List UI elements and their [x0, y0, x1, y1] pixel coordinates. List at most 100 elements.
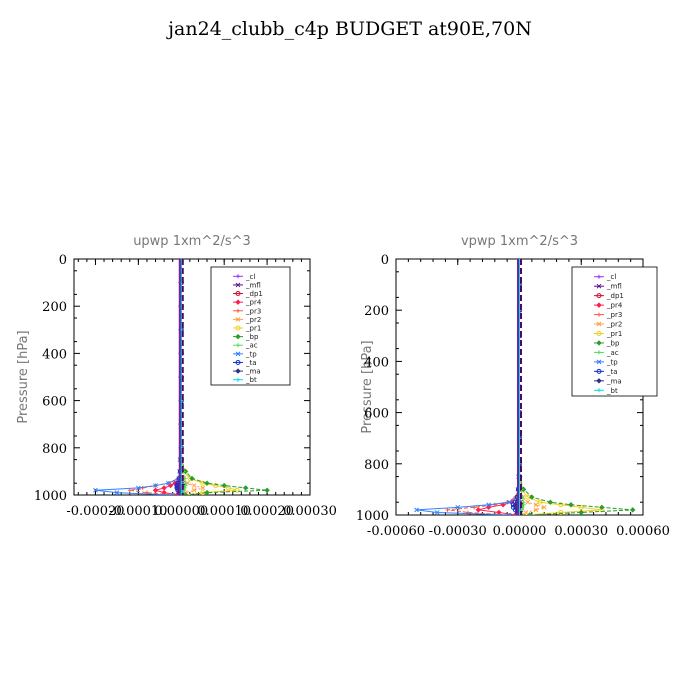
legend-marker [597, 350, 601, 355]
y-tick-label: 0 [59, 253, 67, 268]
chart-panel-2: vpwp 1xm^2/s^3 Pressure [hPa] 0 200 400 600 80… [356, 234, 670, 539]
x-tick-label: -0.00020 [66, 504, 124, 519]
data-point [486, 502, 491, 508]
data-point [264, 487, 270, 493]
legend-label: _dp1 [245, 290, 263, 298]
data-point [185, 480, 191, 486]
series-line-pr2 [519, 259, 546, 515]
data-point [517, 513, 522, 515]
x-tick-label: 0.00000 [493, 524, 547, 539]
data-point [166, 480, 171, 486]
chart-title: vpwp 1xm^2/s^3 [461, 234, 578, 249]
legend: _cl_mfl_dp1_pr4_pr3_pr2_pr1_bp_ac_tp_ta_… [210, 266, 291, 386]
data-point [114, 490, 120, 495]
y-tick-label: 800 [42, 442, 67, 457]
data-point [455, 504, 461, 510]
data-point [521, 502, 526, 507]
data-point [507, 513, 512, 515]
legend-label: _ma [245, 368, 261, 376]
data-point [182, 492, 189, 495]
series-line-pr3 [447, 259, 520, 515]
legend-marker [596, 283, 602, 289]
legend-marker [596, 378, 602, 384]
data-point [170, 492, 176, 495]
legend-box [210, 266, 291, 386]
series-line-pr2 [180, 259, 205, 495]
data-point [434, 510, 440, 515]
x-tick-label: 0.00030 [283, 504, 337, 519]
data-point [599, 504, 605, 511]
legend-label: _mfl [245, 281, 261, 289]
legend-label: _pr2 [245, 316, 261, 324]
legend-marker [235, 299, 241, 305]
legend-marker [236, 377, 240, 382]
legend-label: _ta [245, 359, 257, 367]
y-tick-label: 1000 [356, 509, 389, 524]
x-tick-label: -0.00030 [429, 524, 487, 539]
x-tick-label: -0.00010 [109, 504, 167, 519]
legend-label: _ac [245, 342, 258, 350]
data-point [537, 499, 543, 505]
data-point [153, 483, 158, 488]
data-point [200, 485, 206, 491]
legend-marker [597, 274, 601, 279]
legend-marker [235, 359, 241, 365]
y-tick-label: 400 [42, 347, 67, 362]
y-tick-label: 1000 [34, 489, 67, 504]
series-group [93, 259, 270, 495]
data-point [93, 487, 98, 493]
legend-marker [235, 317, 241, 322]
y-tick-label: 800 [364, 458, 389, 473]
legend-label: _tp [245, 350, 257, 358]
data-point [533, 507, 539, 513]
legend-label: _bp [245, 333, 259, 341]
data-point [414, 507, 419, 513]
legend-label: _ta [606, 368, 618, 376]
legend-box [571, 266, 658, 397]
data-point [520, 486, 527, 493]
legend-marker [236, 343, 240, 348]
data-point [527, 512, 533, 515]
legend-label: _cl [606, 273, 616, 281]
legend-marker [596, 293, 602, 299]
series-line-pr4 [478, 259, 520, 515]
legend-marker [596, 302, 602, 308]
y-tick-label: 600 [42, 395, 67, 410]
legend-label: _mfl [606, 283, 622, 291]
data-point [161, 485, 167, 491]
legend-marker [596, 321, 602, 327]
data-point [182, 468, 189, 475]
data-point [517, 259, 522, 261]
data-point [525, 499, 531, 505]
series-group [414, 259, 636, 515]
data-point [189, 475, 195, 482]
data-point [578, 504, 584, 510]
legend-marker [235, 282, 241, 288]
legend-marker [235, 368, 241, 374]
data-point [529, 494, 535, 500]
x-tick-label: 0.00000 [154, 504, 208, 519]
data-point [167, 482, 174, 489]
legend-label: _cl [245, 273, 255, 281]
y-tick-label: 400 [364, 355, 389, 370]
data-point [558, 502, 564, 508]
chart-panel-1: upwp 1xm^2/s^3 Pressure [hPa] 0 200 400 600 80… [16, 234, 337, 519]
data-point [204, 480, 210, 486]
legend-label: _pr4 [245, 299, 262, 307]
legend-marker [596, 331, 602, 336]
data-point [127, 488, 132, 493]
x-tick-label: 0.00020 [240, 504, 294, 519]
data-point [523, 512, 529, 515]
data-point [500, 502, 506, 508]
x-tick-label: 0.00060 [616, 524, 670, 539]
legend-label: _pr1 [606, 330, 622, 338]
series-line-pr3 [129, 259, 182, 495]
data-point [492, 502, 497, 507]
data-point [183, 483, 188, 488]
data-point [558, 509, 564, 515]
series-line-tp [95, 259, 182, 495]
y-axis-label: Pressure [hPa] [360, 340, 375, 433]
legend-label: _pr3 [245, 307, 261, 315]
legend-marker [235, 325, 241, 331]
data-point [136, 485, 141, 491]
